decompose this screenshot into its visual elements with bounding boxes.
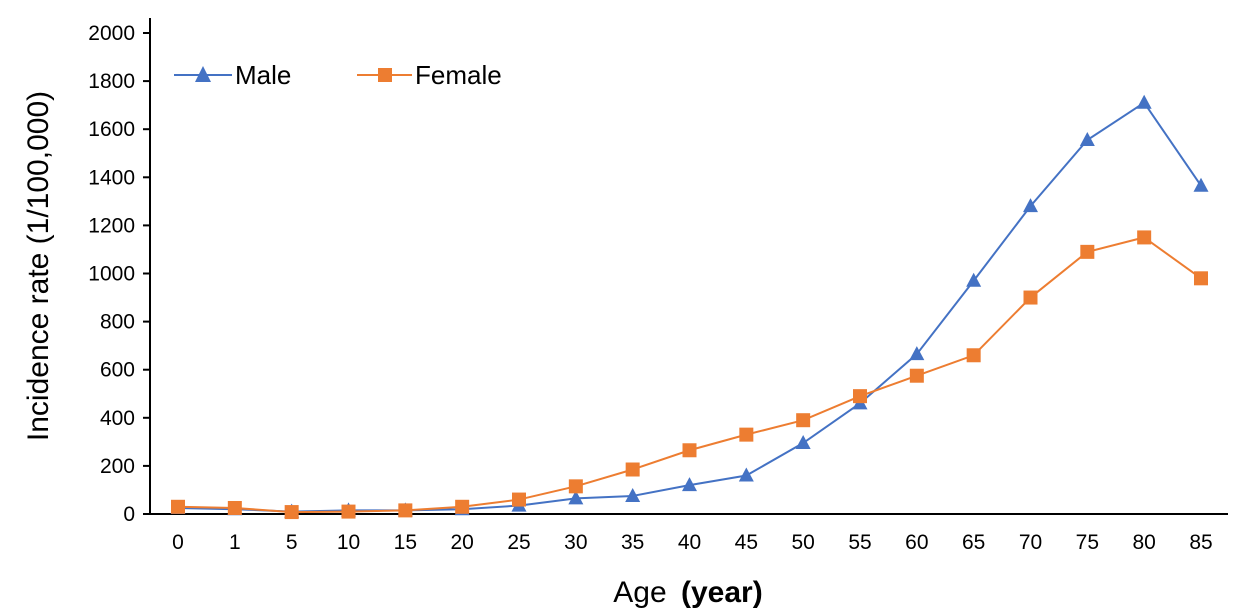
y-tick-label: 2000 [88,22,135,45]
x-tick-label: 20 [450,531,473,554]
x-tick-label: 60 [905,531,928,554]
data-point-female [1194,271,1208,286]
x-tick-label: 1 [229,531,241,554]
y-tick-label: 400 [100,407,135,430]
data-point-male [1193,177,1209,192]
data-point-female [455,499,470,514]
y-tick-label: 0 [123,503,135,526]
data-point-female [227,500,242,515]
y-tick-label: 800 [100,311,135,334]
y-tick-label: 1800 [88,70,135,93]
data-point-male [909,346,925,361]
x-tick-label: 35 [621,531,644,554]
x-tick-label: 0 [172,531,184,554]
legend-item-male: Male [174,60,291,90]
data-point-female [853,389,867,404]
data-point-female [568,479,583,494]
data-point-female [625,462,640,477]
y-axis-title: Incidence rate (1/100,000) [22,91,55,441]
x-tick-label: 15 [394,531,417,554]
x-tick-label: 65 [962,531,985,554]
x-axis-title-main: Age [613,576,666,609]
data-point-female [341,504,356,519]
data-point-female [512,492,526,507]
data-point-female [171,499,185,514]
y-tick-label: 1000 [88,263,135,286]
series-layer [170,94,1209,520]
data-point-male [625,487,641,502]
y-tick-label: 600 [100,359,135,382]
x-axis-title-unit: (year) [681,576,763,609]
x-axis-title: Age (year) [613,576,762,609]
data-point-male [795,435,811,450]
data-point-female [284,505,299,520]
x-tick-label: 75 [1076,531,1099,554]
legend-female-label: Female [415,60,502,90]
data-point-female [682,443,697,458]
x-tick-label: 50 [791,531,814,554]
y-ticks: 0 200 400 600 800 1000 1200 1400 1600 1800 2000 [88,22,150,526]
data-point-female [1023,290,1038,305]
data-point-female [796,413,811,428]
data-point-male [568,490,584,505]
data-point-female [1080,244,1095,259]
data-point-female [398,503,413,518]
y-tick-label: 1400 [88,166,135,189]
legend: Male Female [174,60,502,90]
x-tick-label: 25 [507,531,530,554]
series-line-female [177,236,1202,514]
data-point-female [739,427,754,442]
x-tick-label: 40 [678,531,701,554]
x-ticks: 0 1 5 10 15 20 25 30 35 40 45 50 55 60 65 70 75 80 85 [172,531,1213,554]
legend-female-square-icon [378,68,392,82]
y-tick-label: 1200 [88,214,135,237]
x-tick-label: 85 [1189,531,1212,554]
x-tick-label: 30 [564,531,587,554]
legend-male-label: Male [235,60,291,90]
y-tick-label: 1600 [88,118,135,141]
data-point-male [1079,132,1095,147]
data-point-male [966,272,982,287]
data-point-female [1137,230,1152,245]
y-tick-label: 200 [100,455,135,478]
data-point-female [966,348,981,363]
data-point-female [909,368,924,383]
x-tick-label: 10 [337,531,360,554]
data-point-male [738,467,754,482]
axes [149,18,1228,515]
x-tick-label: 70 [1019,531,1042,554]
data-point-male [1136,94,1152,109]
legend-male-triangle-icon [195,66,211,82]
legend-item-female: Female [357,60,502,90]
x-tick-label: 5 [286,531,298,554]
data-point-male [1023,198,1038,213]
x-tick-label: 55 [848,531,871,554]
x-tick-label: 80 [1132,531,1155,554]
x-tick-label: 45 [735,531,758,554]
data-point-male [682,477,697,492]
